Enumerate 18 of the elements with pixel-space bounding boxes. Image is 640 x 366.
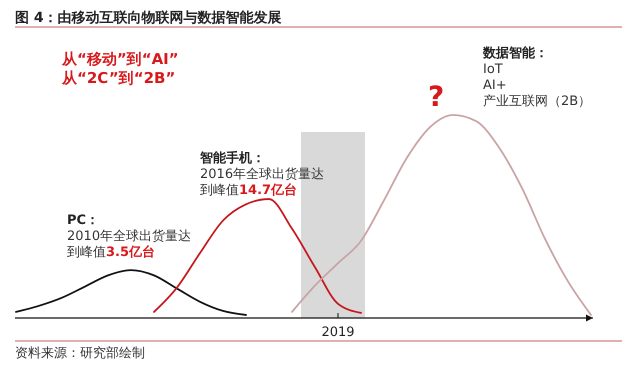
annotation: 2016年全球出货量达 xyxy=(200,167,324,182)
annotation: 14.7亿台 xyxy=(239,182,298,198)
text: 数据智能： xyxy=(482,45,548,61)
text: 资料来源：研究部绘制 xyxy=(15,346,145,361)
text: 从“移动”到“AI” xyxy=(61,50,179,68)
annotation: 到峰值 xyxy=(67,245,106,260)
text: IoT xyxy=(483,62,503,77)
text: 产业互联网（2B） xyxy=(483,94,592,109)
annotation: 3.5亿台 xyxy=(106,244,156,260)
annotation: 2010年全球出货量达 xyxy=(67,229,192,244)
annotation: 到峰值 xyxy=(200,183,239,198)
annotation: 智能手机： xyxy=(199,150,265,166)
chart-title: 图 4：由移动互联向物联网与数据智能发展 xyxy=(15,10,282,26)
text: 2019 xyxy=(321,325,355,340)
text: AI+ xyxy=(483,78,507,93)
annotation: PC： xyxy=(67,213,100,228)
text: 从“2C”到“2B” xyxy=(61,69,176,87)
text: ? xyxy=(428,80,444,113)
